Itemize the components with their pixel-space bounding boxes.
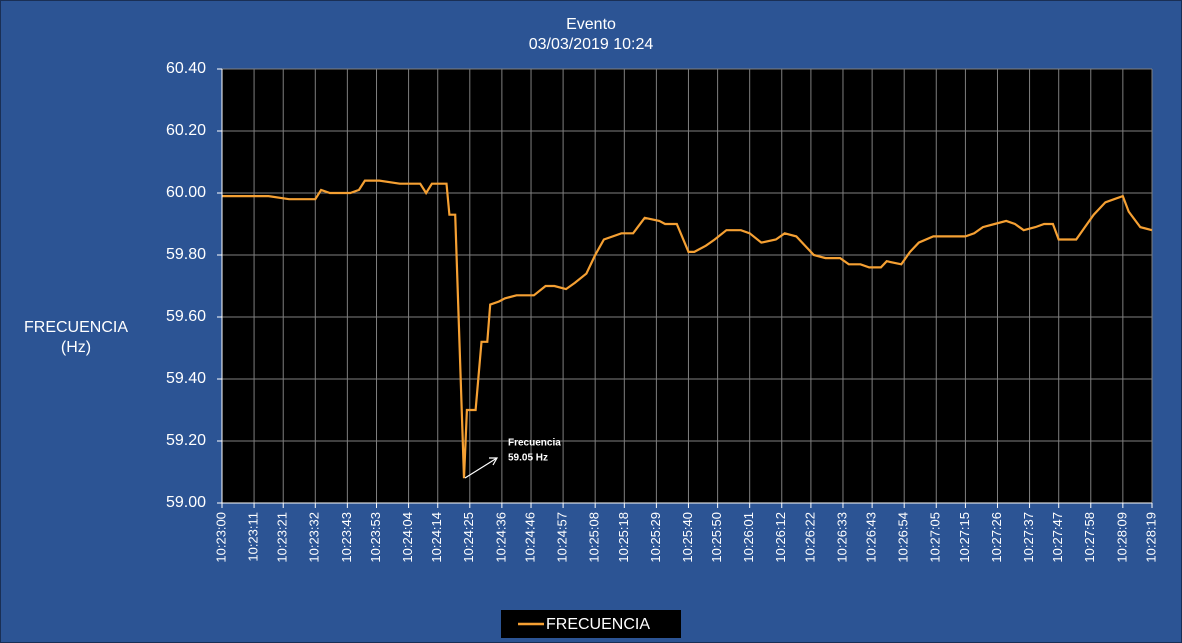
y-axis-label: (Hz) xyxy=(61,339,91,356)
x-tick-label: 10:25:40 xyxy=(680,512,695,563)
x-tick-label: 10:24:25 xyxy=(461,512,476,563)
x-tick-label: 10:27:47 xyxy=(1050,512,1065,563)
x-tick-label: 10:24:57 xyxy=(555,512,570,563)
x-tick-label: 10:27:05 xyxy=(928,512,943,563)
x-tick-label: 10:28:09 xyxy=(1114,512,1129,563)
x-tick-label: 10:23:00 xyxy=(213,512,228,563)
annotation-arrowhead xyxy=(489,457,499,466)
annotation: 59.05 Hz xyxy=(508,453,548,464)
x-tick-label: 10:23:53 xyxy=(368,512,383,563)
x-tick-label: 10:27:37 xyxy=(1021,512,1036,563)
chart-subtitle: 03/03/2019 10:24 xyxy=(529,36,654,53)
y-tick-label: 60.40 xyxy=(166,60,206,77)
x-tick-label: 10:25:29 xyxy=(648,512,663,563)
x-tick-label: 10:24:46 xyxy=(522,512,537,563)
x-tick-label: 10:23:21 xyxy=(275,512,290,563)
y-tick-label: 59.80 xyxy=(166,246,206,263)
x-tick-label: 10:24:14 xyxy=(429,512,444,563)
x-tick-label: 10:24:36 xyxy=(493,512,508,563)
y-tick-label: 60.20 xyxy=(166,122,206,139)
x-tick-label: 10:26:43 xyxy=(864,512,879,563)
x-tick-label: 10:26:33 xyxy=(834,512,849,563)
annotation-arrow xyxy=(464,457,498,479)
x-tick-label: 10:24:04 xyxy=(400,512,415,563)
x-tick-label: 10:25:08 xyxy=(587,512,602,563)
x-tick-label: 10:27:15 xyxy=(957,512,972,563)
chart-title: Evento xyxy=(566,16,616,33)
data-line xyxy=(222,179,1153,479)
legend-label: FRECUENCIA xyxy=(546,616,650,633)
x-tick-label: 10:23:32 xyxy=(307,512,322,563)
x-tick-label: 10:26:22 xyxy=(802,512,817,563)
x-tick-label: 10:25:50 xyxy=(709,512,724,563)
x-tick-label: 10:25:18 xyxy=(616,512,631,563)
lines xyxy=(222,179,1153,479)
plot-area xyxy=(222,69,1152,503)
annotation: Frecuencia xyxy=(508,438,561,449)
y-axis-label: FRECUENCIA xyxy=(24,319,128,336)
y-tick-label: 60.00 xyxy=(166,184,206,201)
x-tick-label: 10:26:54 xyxy=(896,512,911,563)
y-tick-label: 59.40 xyxy=(166,370,206,387)
x-tick-label: 10:23:43 xyxy=(339,512,354,563)
y-tick-label: 59.00 xyxy=(166,494,206,511)
x-tick-label: 10:28:19 xyxy=(1143,512,1158,563)
x-tick-label: 10:26:01 xyxy=(741,512,756,563)
x-tick-label: 10:26:12 xyxy=(773,512,788,563)
x-tick-label: 10:23:11 xyxy=(246,512,261,562)
x-tick-label: 10:27:58 xyxy=(1082,512,1097,563)
x-tick-label: 10:27:26 xyxy=(989,512,1004,563)
y-tick-label: 59.60 xyxy=(166,308,206,325)
y-tick-label: 59.20 xyxy=(166,432,206,449)
